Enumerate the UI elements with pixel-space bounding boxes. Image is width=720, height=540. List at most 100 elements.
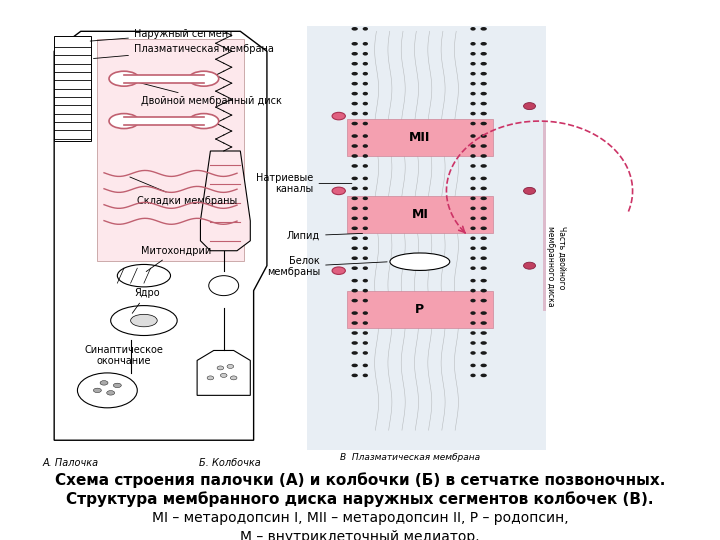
Bar <box>124 75 204 83</box>
Ellipse shape <box>470 299 476 302</box>
Ellipse shape <box>363 62 368 65</box>
Text: MI – метародопсин I, MII – метародопсин II, P – родопсин,: MI – метародопсин I, MII – метародопсин … <box>152 510 568 524</box>
Ellipse shape <box>363 279 368 282</box>
Ellipse shape <box>480 321 487 325</box>
Ellipse shape <box>523 103 536 110</box>
Ellipse shape <box>363 246 368 250</box>
Ellipse shape <box>363 217 368 220</box>
Text: MI: MI <box>411 208 428 221</box>
Ellipse shape <box>351 92 358 96</box>
Ellipse shape <box>351 279 358 282</box>
Text: MII: MII <box>409 131 431 144</box>
Ellipse shape <box>363 299 368 302</box>
Ellipse shape <box>363 351 368 355</box>
Ellipse shape <box>480 177 487 180</box>
Text: Складки мембраны: Складки мембраны <box>130 177 238 206</box>
Ellipse shape <box>480 226 487 230</box>
Ellipse shape <box>480 144 487 148</box>
Ellipse shape <box>351 144 358 148</box>
Text: А. Палочка: А. Палочка <box>42 458 99 468</box>
Ellipse shape <box>480 82 487 85</box>
Ellipse shape <box>470 82 476 85</box>
Ellipse shape <box>363 42 368 45</box>
Text: Ядро: Ядро <box>132 288 160 313</box>
Ellipse shape <box>363 197 368 200</box>
Bar <box>543 121 546 310</box>
Ellipse shape <box>351 82 358 85</box>
Ellipse shape <box>480 42 487 45</box>
Ellipse shape <box>480 217 487 220</box>
Ellipse shape <box>111 306 177 335</box>
Text: Схема строения палочки (А) и колбочки (Б) в сетчатке позвоночных.: Схема строения палочки (А) и колбочки (Б… <box>55 472 665 488</box>
Ellipse shape <box>480 279 487 282</box>
Text: Б. Колбочка: Б. Колбочка <box>199 458 261 468</box>
Ellipse shape <box>217 366 224 370</box>
Ellipse shape <box>480 112 487 116</box>
Ellipse shape <box>480 341 487 345</box>
Ellipse shape <box>480 237 487 240</box>
Ellipse shape <box>363 27 368 31</box>
Ellipse shape <box>363 256 368 260</box>
Ellipse shape <box>363 122 368 125</box>
Ellipse shape <box>480 187 487 190</box>
Ellipse shape <box>351 374 358 377</box>
Ellipse shape <box>351 154 358 158</box>
Ellipse shape <box>351 289 358 293</box>
Text: Синаптическое
окончание: Синаптическое окончание <box>84 345 163 366</box>
Ellipse shape <box>480 206 487 210</box>
Ellipse shape <box>480 92 487 96</box>
Ellipse shape <box>470 52 476 56</box>
Ellipse shape <box>470 42 476 45</box>
Text: Двойной мембранный диск: Двойной мембранный диск <box>127 79 282 106</box>
Ellipse shape <box>351 122 358 125</box>
Text: Липид: Липид <box>287 231 363 241</box>
Ellipse shape <box>363 92 368 96</box>
Ellipse shape <box>363 331 368 335</box>
Ellipse shape <box>480 311 487 315</box>
Ellipse shape <box>470 341 476 345</box>
Ellipse shape <box>363 72 368 76</box>
Ellipse shape <box>351 42 358 45</box>
Ellipse shape <box>470 289 476 293</box>
Text: Митохондрии: Митохондрии <box>140 246 211 272</box>
Ellipse shape <box>363 134 368 138</box>
Text: Часть двойного
мембранного диска: Часть двойного мембранного диска <box>546 226 566 306</box>
Ellipse shape <box>480 266 487 270</box>
Ellipse shape <box>363 102 368 105</box>
Ellipse shape <box>470 122 476 125</box>
Ellipse shape <box>480 164 487 168</box>
Ellipse shape <box>470 164 476 168</box>
Ellipse shape <box>351 256 358 260</box>
Ellipse shape <box>363 237 368 240</box>
Ellipse shape <box>363 321 368 325</box>
Ellipse shape <box>390 253 450 271</box>
Ellipse shape <box>351 237 358 240</box>
Ellipse shape <box>470 177 476 180</box>
Ellipse shape <box>351 112 358 116</box>
Ellipse shape <box>480 122 487 125</box>
Text: P: P <box>415 303 424 316</box>
Ellipse shape <box>470 246 476 250</box>
Ellipse shape <box>351 72 358 76</box>
Ellipse shape <box>109 71 139 86</box>
Ellipse shape <box>363 52 368 56</box>
Ellipse shape <box>351 311 358 315</box>
Ellipse shape <box>363 144 368 148</box>
Ellipse shape <box>363 164 368 168</box>
Ellipse shape <box>470 92 476 96</box>
Ellipse shape <box>470 134 476 138</box>
Ellipse shape <box>94 388 102 393</box>
Ellipse shape <box>332 187 346 194</box>
Ellipse shape <box>480 102 487 105</box>
Ellipse shape <box>351 102 358 105</box>
Ellipse shape <box>351 206 358 210</box>
Bar <box>124 117 204 125</box>
Bar <box>54 36 91 141</box>
Ellipse shape <box>189 113 219 129</box>
Ellipse shape <box>470 266 476 270</box>
Ellipse shape <box>470 197 476 200</box>
Ellipse shape <box>351 226 358 230</box>
Ellipse shape <box>230 376 237 380</box>
Ellipse shape <box>363 206 368 210</box>
Ellipse shape <box>480 351 487 355</box>
